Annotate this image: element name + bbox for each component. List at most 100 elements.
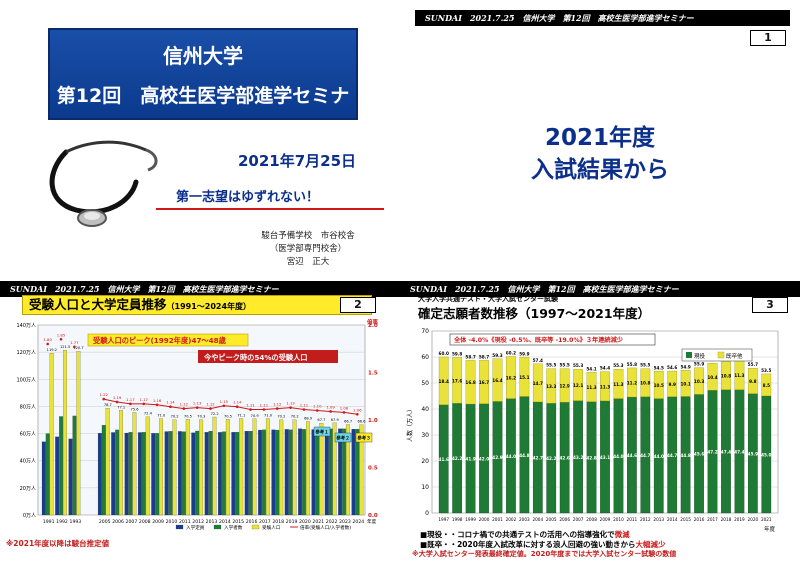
- bar-value-label: 68.9: [304, 416, 313, 420]
- bar-value-label: 70.5: [224, 414, 232, 418]
- bar-value-label: 11.3: [586, 385, 596, 390]
- x-tick-label: 1992: [56, 519, 68, 525]
- bar-既卒他: [452, 357, 463, 404]
- y-tick-label: 100万人: [16, 377, 36, 383]
- bar-value-label: 43.1: [600, 455, 610, 460]
- ratio-value-label: 1.11: [246, 403, 255, 408]
- bar-入学定員: [271, 429, 276, 516]
- ratio-value-label: 1.11: [260, 403, 269, 408]
- chart-footnote: ※大学入試センター発表最終確定値。2020年度までは大学入試センター試験の数値: [412, 550, 677, 558]
- ratio-point: [249, 408, 252, 411]
- x-tick-label: 2024: [352, 519, 364, 525]
- ratio-point: [262, 408, 266, 411]
- bar-受験人口: [132, 412, 137, 516]
- chart-subtitle: 大学入学共通テスト・大学入試センター試験: [418, 295, 558, 303]
- x-tick-label: 2000: [479, 517, 490, 522]
- bar-受験人口: [172, 419, 177, 516]
- bar-total-label: 60.0: [439, 351, 449, 356]
- bar-既卒他: [694, 367, 704, 395]
- bar-value-label: 10.4: [707, 375, 717, 380]
- x-tick-label: 2010: [613, 517, 624, 522]
- bar-value-label: 75.6: [131, 407, 140, 411]
- y-tick-label: 10: [421, 484, 429, 491]
- bar-value-label: 77.1: [117, 405, 125, 409]
- bar-value-label: 47.4: [734, 449, 744, 454]
- x-tick-label: 2014: [667, 517, 678, 522]
- bar-入学者数: [168, 431, 173, 516]
- ratio-point: [129, 402, 132, 406]
- bar-入学定員: [41, 441, 46, 516]
- bar-value-label: 47.4: [721, 449, 731, 454]
- legend-swatch: [686, 352, 692, 358]
- bar-value-label: 67.7: [317, 418, 325, 422]
- bar-value-label: 44.6: [627, 453, 637, 458]
- bar-入学定員: [244, 431, 249, 516]
- bar-value-label: 47.2: [707, 450, 717, 455]
- reference-tag: 参考１: [315, 429, 328, 436]
- bar-受験人口: [239, 418, 244, 516]
- slide-title: 信州大学 第12回 高校生医学部進学セミナー 2021年7月25日 第一志望はゆ…: [0, 0, 400, 281]
- legend-label: 入学定員: [186, 524, 205, 531]
- bar-value-label: 16.2: [506, 376, 516, 381]
- y-tick-label: 0万人: [23, 513, 36, 519]
- bar-value-label: 44.0: [613, 454, 623, 459]
- bar-入学定員: [351, 428, 356, 516]
- x-tick-label: 2016: [694, 517, 705, 522]
- author-campus: （医学部専門校舎）: [269, 244, 347, 254]
- bar-既卒他: [506, 356, 516, 399]
- bar-value-label: 10.8: [721, 374, 731, 379]
- legend-swatch: [717, 351, 725, 359]
- y2-axis-title: 倍率: [367, 318, 379, 326]
- bar-入学者数: [195, 430, 200, 516]
- x-tick-label: 2007: [573, 517, 584, 522]
- y2-tick-label: 2.0: [368, 323, 378, 329]
- bar-受験人口: [119, 410, 123, 516]
- ratio-point: [289, 406, 292, 409]
- bar-value-label: 10.5: [654, 383, 664, 388]
- x-tick-label: 2020: [299, 519, 311, 525]
- bar-value-label: 44.0: [506, 454, 516, 459]
- y-tick-label: 60万人: [20, 432, 36, 438]
- seminar-title: 第12回 高校生医学部進学セミナー: [56, 85, 350, 134]
- bar-既卒他: [667, 370, 678, 397]
- x-tick-label: 2009: [600, 517, 611, 522]
- bar-total-label: 55.5: [560, 363, 570, 368]
- bar-入学者数: [355, 428, 360, 516]
- bar-入学定員: [137, 432, 142, 516]
- legend-swatch: [175, 524, 184, 530]
- x-tick-label: 2005: [546, 517, 557, 522]
- section-title-year: 2021年度: [544, 125, 655, 151]
- bar-total-label: 55.3: [613, 363, 623, 368]
- ratio-value-label: 1.85: [57, 332, 66, 337]
- x-tick-label: 2021: [312, 519, 324, 525]
- x-tick-label: 2018: [721, 517, 732, 522]
- bar-value-label: 44.8: [680, 453, 690, 458]
- bar-value-label: 42.7: [533, 455, 543, 460]
- x-tick-label: 2013: [206, 519, 218, 525]
- bar-total-label: 54.5: [654, 365, 664, 370]
- y-tick-label: 120万人: [16, 350, 36, 356]
- slogan-underline: [156, 208, 384, 210]
- bar-受験人口: [105, 408, 110, 516]
- ratio-value-label: 1.14: [233, 400, 242, 405]
- bar-value-label: 13.3: [546, 384, 556, 389]
- applicants-chart: 0 10 20 30 40 50 60 70 人数（万人） 41.6 18.4 60.0 1997 42.…: [406, 328, 779, 533]
- bar-value-label: 45.9: [748, 451, 758, 456]
- x-tick-label: 2023: [339, 519, 351, 525]
- bar-value-label: 70.2: [171, 415, 179, 419]
- bar-total-label: 59.3: [492, 353, 502, 358]
- bar-受験人口: [265, 418, 270, 516]
- x-tick-label: 2011: [627, 517, 638, 522]
- ratio-value-label: 1.77: [70, 340, 79, 345]
- x-tick-label: 2008: [586, 517, 597, 522]
- bar-value-label: 41.9: [465, 457, 475, 462]
- chart-title: 確定志願者数推移（1997～2021年度）: [418, 306, 651, 321]
- x-tick-label: 2017: [707, 517, 718, 522]
- bar-value-label: 41.6: [439, 457, 449, 462]
- y-tick-label: 0: [425, 510, 429, 517]
- x-tick-label: 2002: [506, 517, 517, 522]
- bar-value-label: 44.7: [667, 453, 677, 458]
- bar-既卒他: [627, 367, 637, 398]
- bar-total-label: 59.9: [519, 351, 529, 356]
- university-name: 信州大学: [163, 44, 243, 68]
